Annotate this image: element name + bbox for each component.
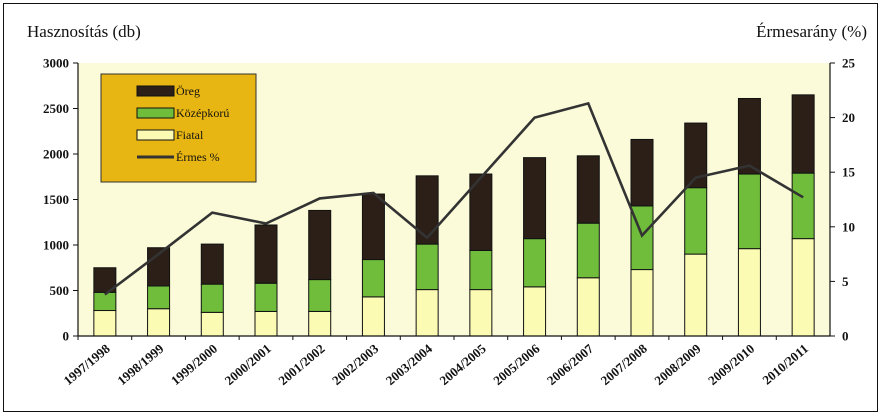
right-tick-label: 20 [842, 110, 855, 125]
right-tick-label: 5 [842, 274, 849, 289]
bars [93, 94, 815, 337]
left-tick-label: 500 [50, 283, 70, 298]
left-tick-label: 1000 [43, 238, 69, 253]
x-tick-label: 1997/1998 [61, 340, 114, 388]
x-tick-label: 2004/2005 [437, 340, 490, 388]
line-Érmes % [104, 101, 804, 296]
bar-fiatal-6 [415, 289, 439, 337]
left-tick-label: 0 [63, 329, 70, 344]
left-tick-label: 3000 [43, 56, 69, 71]
x-tick-label: 2007/2008 [598, 340, 651, 388]
bar-öreg-11 [684, 122, 708, 189]
x-tick-label: 2001/2002 [275, 341, 327, 388]
left-tick-label: 2500 [43, 101, 69, 116]
bar-fiatal-1 [147, 308, 171, 337]
bar-fiatal-4 [308, 310, 332, 337]
legend-label-2: Fiatal [176, 128, 204, 142]
bar-középkorú-1 [147, 285, 171, 310]
bar-fiatal-11 [684, 253, 708, 337]
x-tick-label: 1999/2000 [168, 341, 220, 388]
bar-középkorú-3 [254, 282, 278, 312]
bar-öreg-5 [361, 193, 385, 261]
medal-line [104, 101, 804, 296]
x-tick-label: 2009/2010 [705, 341, 757, 388]
right-tick-label: 25 [842, 56, 856, 71]
bar-öreg-4 [308, 209, 332, 281]
bar-középkorú-11 [684, 187, 708, 255]
bar-középkorú-0 [93, 291, 117, 312]
legend-label-3: Érmes % [176, 150, 220, 164]
bar-középkorú-5 [361, 259, 385, 298]
x-tick-label: 2006/2007 [544, 340, 597, 388]
bar-öreg-3 [254, 224, 278, 284]
left-tick-label: 1500 [43, 192, 69, 207]
bar-fiatal-13 [791, 238, 815, 337]
bar-öreg-7 [469, 173, 493, 251]
right-tick-label: 0 [842, 329, 849, 344]
bar-öreg-13 [791, 94, 815, 174]
x-tick-label: 2008/2009 [651, 340, 704, 388]
bar-öreg-9 [576, 155, 600, 224]
bar-középkorú-2 [200, 283, 224, 313]
right-tick-label: 15 [842, 165, 856, 180]
legend-swatch-2 [136, 129, 175, 141]
legend-label-0: Öreg [176, 84, 200, 98]
bar-fiatal-0 [93, 310, 117, 337]
x-tick-label: 2003/2004 [383, 340, 436, 388]
bar-fiatal-2 [200, 311, 224, 337]
right-tick-label: 10 [842, 219, 855, 234]
bar-öreg-2 [200, 243, 224, 285]
x-tick-label: 2010/2011 [759, 341, 811, 388]
legend-label-1: Középkorú [176, 106, 229, 120]
x-tick-label: 1998/1999 [114, 340, 167, 388]
bar-középkorú-4 [308, 279, 332, 312]
bar-fiatal-5 [361, 296, 385, 337]
bar-öreg-12 [737, 97, 761, 175]
legend-swatch-0 [136, 85, 175, 97]
x-tick-label: 2000/2001 [222, 341, 274, 388]
right-axis-title: Érmesarány (%) [756, 22, 867, 41]
left-axis-title: Hasznosítás (db) [27, 22, 141, 41]
bar-öreg-0 [93, 267, 117, 293]
bar-fiatal-3 [254, 310, 278, 337]
bar-középkorú-9 [576, 222, 600, 279]
bar-középkorú-7 [469, 249, 493, 291]
legend: Öreg Középkorú Fiatal Érmes % [100, 73, 257, 183]
bar-fiatal-8 [523, 286, 547, 337]
bar-középkorú-8 [523, 238, 547, 288]
bar-öreg-10 [630, 138, 654, 207]
bar-középkorú-12 [737, 173, 761, 250]
x-tick-label: 2005/2006 [490, 340, 543, 388]
bar-középkorú-6 [415, 243, 439, 291]
legend-swatch-1 [136, 107, 175, 119]
bar-középkorú-13 [791, 172, 815, 240]
bar-fiatal-7 [469, 289, 493, 337]
bar-öreg-6 [415, 175, 439, 245]
bar-fiatal-9 [576, 277, 600, 337]
left-tick-label: 2000 [43, 147, 69, 162]
legend-box [100, 73, 257, 183]
bar-fiatal-10 [630, 269, 654, 337]
x-tick-label: 2002/2003 [329, 340, 382, 388]
bar-fiatal-12 [737, 248, 761, 337]
bar-öreg-8 [523, 157, 547, 240]
